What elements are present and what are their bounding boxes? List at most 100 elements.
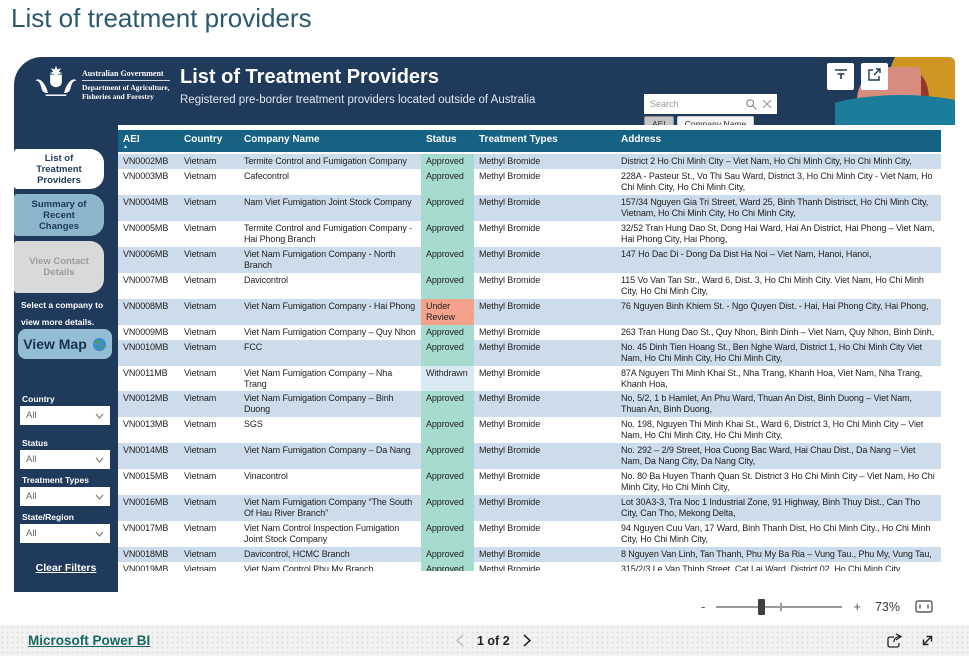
table-row[interactable]: VN0006MB Vietnam Viet Nam Fumigation Com…	[118, 246, 941, 273]
zoom-slider-handle[interactable]	[758, 598, 766, 615]
search-input[interactable]	[650, 99, 745, 109]
table-row[interactable]: VN0015MB Vietnam Vinacontrol Approved Me…	[118, 469, 941, 496]
table-row[interactable]: VN0011MB Vietnam Viet Nam Fumigation Com…	[118, 365, 941, 392]
table-row[interactable]: VN0018MB Vietnam Davicontrol, HCMC Branc…	[118, 547, 941, 563]
column-header-country[interactable]: Country	[184, 134, 223, 145]
zoom-slider-tick	[780, 602, 783, 611]
cell-aei: VN0018MB	[123, 549, 169, 560]
microsoft-power-bi-link[interactable]: Microsoft Power BI	[28, 633, 151, 648]
open-in-new-window-button[interactable]	[861, 63, 888, 90]
cell-country: Vietnam	[184, 326, 217, 337]
cell-treatment-types: Methyl Bromide	[479, 393, 541, 404]
sidebar-tab-summary-of-recent-changes[interactable]: Summary of Recent Changes	[14, 194, 104, 236]
chevron-down-icon	[95, 413, 104, 419]
table-row[interactable]: VN0002MB Vietnam Termite Control and Fum…	[118, 154, 941, 169]
cell-aei: VN0019MB	[123, 564, 169, 571]
cell-country: Vietnam	[184, 471, 217, 482]
fullscreen-button[interactable]	[920, 633, 935, 648]
cell-status-badge: Approved	[421, 169, 474, 195]
clear-filters-link[interactable]: Clear Filters	[35, 562, 97, 574]
cell-address: 8 Nguyen Van Linh, Tan Thanh, Phu My Ba …	[621, 549, 932, 560]
cell-aei: VN0017MB	[123, 523, 169, 534]
table-row[interactable]: VN0014MB Vietnam Viet Nam Fumigation Com…	[118, 443, 941, 470]
column-header-company-name[interactable]: Company Name	[244, 134, 320, 145]
clipped-table-row-wrapper: VN0002MB Vietnam Termite Control and Fum…	[118, 152, 941, 169]
cell-status-badge: Approved	[421, 339, 474, 366]
cell-aei: VN0005MB	[123, 222, 169, 233]
powerbi-footer-bar: Microsoft Power BI 1 of 2	[0, 625, 969, 656]
table-row[interactable]: VN0013MB Vietnam SGS Approved Methyl Bro…	[118, 417, 941, 444]
cell-treatment-types: Methyl Bromide	[479, 471, 541, 482]
table-row[interactable]: VN0008MB Vietnam Viet Nam Fumigation Com…	[118, 298, 941, 325]
filter-select-country[interactable]: All	[20, 406, 110, 425]
report-subtitle: Registered pre-border treatment provider…	[180, 94, 536, 106]
cell-aei: VN0013MB	[123, 419, 169, 430]
cell-address: 94 Nguyen Cuu Van, 17 Ward, Binh Thanh D…	[621, 523, 931, 545]
cell-company-name: Vinacontrol	[244, 471, 288, 482]
zoom-out-button[interactable]: -	[701, 599, 706, 614]
fit-to-page-button[interactable]	[915, 600, 933, 613]
cell-company-name: FCC	[244, 341, 263, 352]
zoom-level: 73%	[874, 599, 900, 614]
cell-aei: VN0008MB	[123, 300, 169, 311]
view-map-button[interactable]: View Map	[18, 329, 112, 359]
cell-country: Vietnam	[184, 564, 217, 571]
column-header-treatment-types[interactable]: Treatment Types	[479, 134, 558, 145]
next-page-button[interactable]	[523, 634, 531, 647]
filter-select-state-region[interactable]: All	[20, 524, 110, 543]
page-title: List of treatment providers	[11, 3, 312, 33]
column-header-aei[interactable]: AEI ▲	[118, 130, 179, 152]
cell-status-badge: Approved	[421, 417, 474, 444]
cell-country: Vietnam	[184, 341, 217, 352]
filter-select-treatment-types[interactable]: All	[20, 487, 110, 506]
cell-country: Vietnam	[184, 222, 217, 233]
cell-address: 157/34 Nguyen Gia Tri Street, Ward 25, B…	[621, 196, 929, 218]
table-row[interactable]: VN0019MB Vietnam Viet Nam Control Phu My…	[118, 562, 941, 571]
cell-aei: VN0004MB	[123, 196, 169, 207]
table-row[interactable]: VN0007MB Vietnam Davicontrol Approved Me…	[118, 272, 941, 299]
search-icon[interactable]	[745, 98, 758, 111]
zoom-slider[interactable]	[716, 598, 843, 615]
cell-aei: VN0009MB	[123, 326, 169, 337]
cell-address: Lot 30A3-3, Tra Noc 1 Industrial Zone, 9…	[621, 497, 921, 519]
cell-address: 263 Tran Hung Dao St., Quy Nhon, Binh Di…	[621, 326, 935, 337]
cell-address: 87A Nguyen Thi Minh Khai St., Nha Trang,…	[621, 367, 923, 389]
cell-status-badge: Approved	[421, 469, 474, 496]
powerbi-report-embed: Australian Government Department of Agri…	[14, 57, 955, 621]
table-row[interactable]: VN0012MB Vietnam Viet Nam Fumigation Com…	[118, 391, 941, 418]
filter-select-status[interactable]: All	[20, 450, 110, 469]
crest-text: Australian Government Department of Agri…	[82, 69, 170, 102]
column-header-address[interactable]: Address	[621, 134, 662, 145]
clear-search-icon[interactable]	[761, 98, 773, 110]
cell-status-badge: Approved	[421, 246, 474, 273]
cell-country: Vietnam	[184, 497, 217, 508]
cell-treatment-types: Methyl Bromide	[479, 274, 541, 285]
cell-aei: VN0012MB	[123, 393, 169, 404]
wave-teal-shape	[835, 95, 955, 129]
share-button[interactable]	[886, 632, 903, 649]
table-row[interactable]: VN0004MB Vietnam Nam Viet Fumigation Joi…	[118, 194, 941, 221]
table-row[interactable]: VN0009MB Vietnam Viet Nam Fumigation Com…	[118, 324, 941, 340]
table-row[interactable]: VN0010MB Vietnam FCC Approved Methyl Bro…	[118, 339, 941, 366]
table-row[interactable]: VN0016MB Vietnam Viet Nam Fumigation Com…	[118, 495, 941, 522]
table-row[interactable]: VN0017MB Vietnam Viet Nam Control Inspec…	[118, 521, 941, 548]
table-area: AEI ▲ Country Company Name Status Treatm…	[118, 125, 955, 621]
table-row[interactable]: VN0005MB Vietnam Termite Control and Fum…	[118, 220, 941, 247]
decorative-petals	[835, 57, 955, 129]
column-header-status[interactable]: Status	[426, 134, 457, 145]
table-row[interactable]: VN0003MB Vietnam Cafecontrol Approved Me…	[118, 169, 941, 195]
chevron-down-icon	[95, 457, 104, 463]
cell-company-name: Viet Nam Control Inspection Fumigation J…	[244, 523, 400, 545]
cell-address: 115 Vo Van Tan Str., Ward 6, Dist. 3, Ho…	[621, 274, 924, 296]
zoom-in-button[interactable]: +	[853, 599, 861, 614]
sidebar-tab-list-of-treatment-providers[interactable]: List of Treatment Providers	[14, 149, 104, 189]
cell-treatment-types: Methyl Bromide	[479, 171, 541, 181]
cell-aei: VN0007MB	[123, 274, 169, 285]
cell-treatment-types: Methyl Bromide	[479, 300, 541, 311]
filter-label-state-region: State/Region	[22, 512, 74, 522]
cell-treatment-types: Methyl Bromide	[479, 248, 541, 259]
reset-filters-button[interactable]	[827, 63, 854, 90]
cell-treatment-types: Methyl Bromide	[479, 367, 541, 378]
cell-treatment-types: Methyl Bromide	[479, 564, 541, 571]
